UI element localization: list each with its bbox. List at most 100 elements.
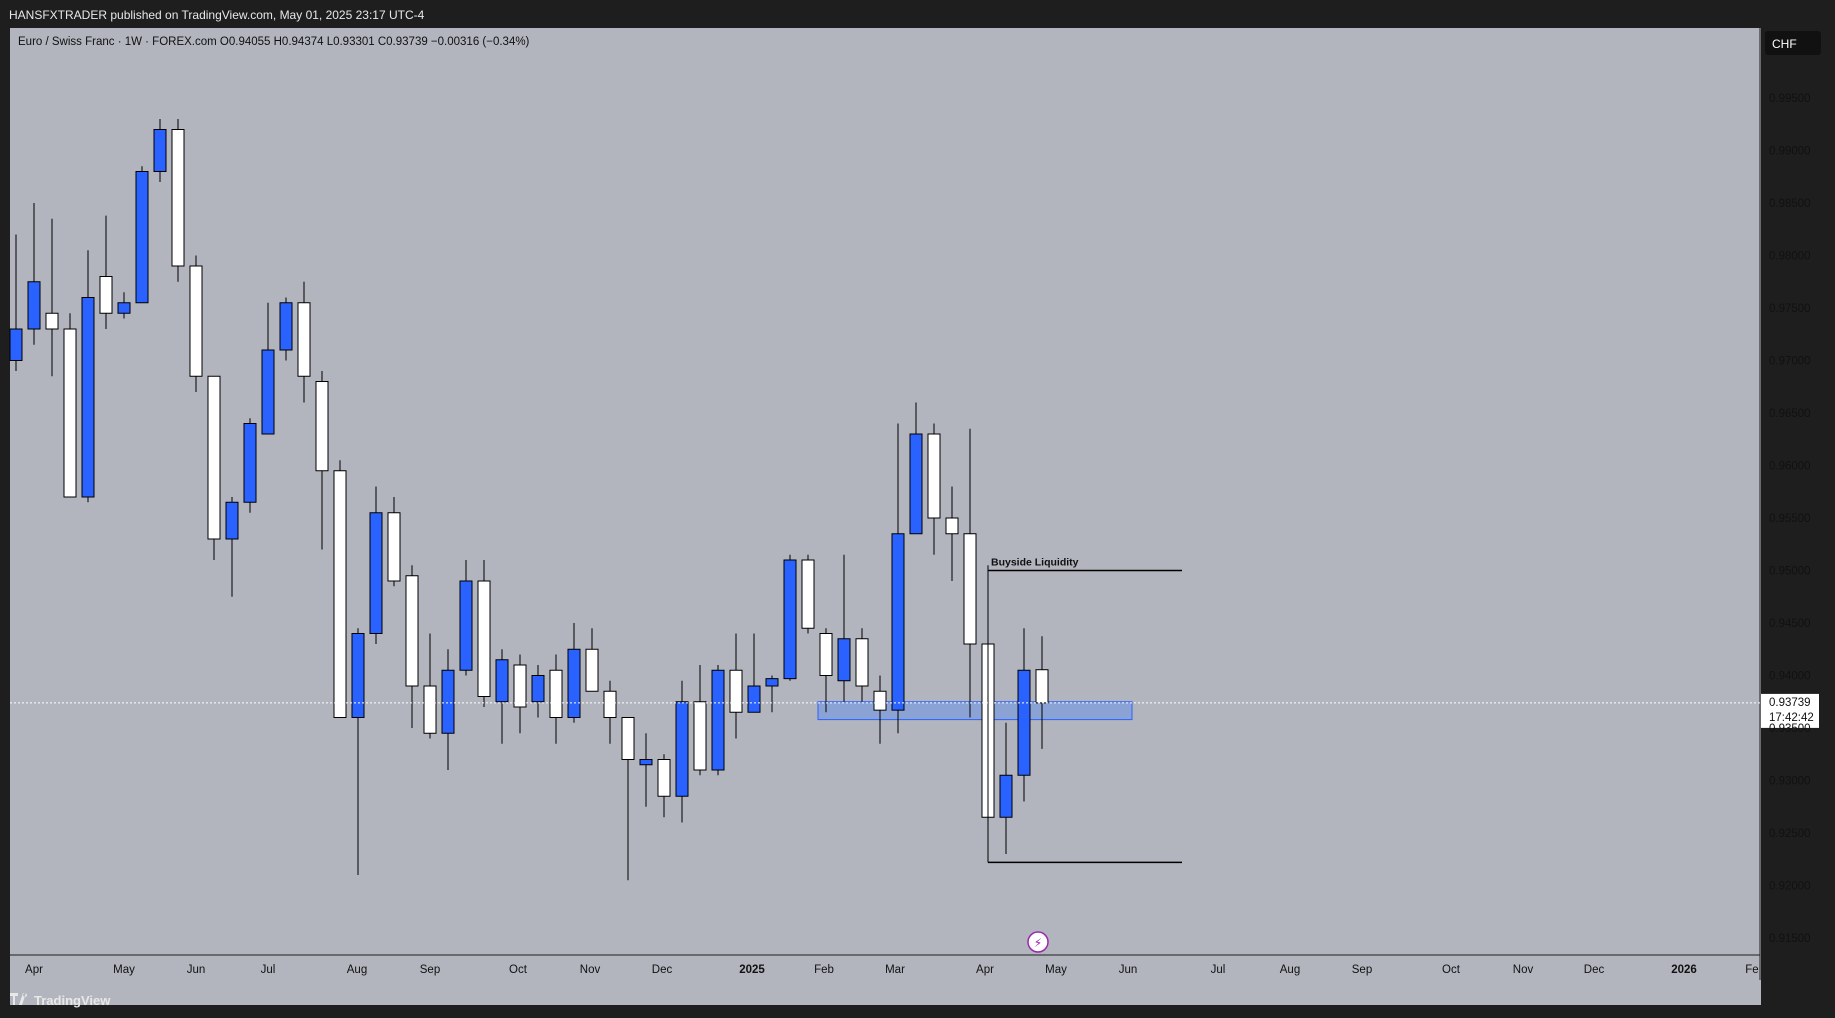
candle-body[interactable] <box>63 328 77 498</box>
candle-body[interactable] <box>873 690 887 711</box>
y-tick-label: 0.95500 <box>1769 513 1811 525</box>
x-tick-label: Feb <box>814 964 834 976</box>
candle-body[interactable] <box>315 381 329 472</box>
x-tick-label: 2025 <box>739 964 765 976</box>
candle-body[interactable] <box>783 559 797 680</box>
candle-body[interactable] <box>693 701 707 771</box>
candle-body[interactable] <box>639 759 653 766</box>
time-zone-button[interactable]: ⚡ <box>1027 931 1049 953</box>
candle-body[interactable] <box>567 648 581 718</box>
x-tick-label: Oct <box>509 964 528 976</box>
candle-body[interactable] <box>891 533 905 711</box>
candle-body[interactable] <box>153 129 167 172</box>
candle-body[interactable] <box>45 312 59 330</box>
candle-body[interactable] <box>405 575 419 687</box>
x-tick-label: Sep <box>1352 964 1372 976</box>
candle-body[interactable] <box>171 129 185 267</box>
lightning-icon[interactable] <box>1027 931 1049 953</box>
x-tick-label: Nov <box>1513 964 1534 976</box>
x-tick-label: Dec <box>652 964 673 976</box>
candle-body[interactable] <box>549 669 563 718</box>
candle-body[interactable] <box>135 171 149 304</box>
candle-body[interactable] <box>909 433 923 535</box>
x-tick-label: May <box>1045 964 1067 976</box>
candle-body[interactable] <box>801 559 815 629</box>
candle-body[interactable] <box>999 774 1013 818</box>
chart-background <box>10 28 1761 1005</box>
publisher-text: HANSFXTRADER published on TradingView.co… <box>9 8 425 22</box>
candle-body[interactable] <box>927 433 941 519</box>
candle-body[interactable] <box>9 328 23 361</box>
candle-body[interactable] <box>333 470 347 718</box>
x-tick-label: Jul <box>1211 964 1226 976</box>
y-tick-label: 0.93000 <box>1769 776 1811 788</box>
candle-body[interactable] <box>657 759 671 797</box>
candle-body[interactable] <box>351 633 365 718</box>
y-tick-label: 0.99000 <box>1769 146 1811 158</box>
candle-body[interactable] <box>99 276 113 314</box>
x-tick-label: 2026 <box>1671 964 1697 976</box>
y-tick-label: 0.98000 <box>1769 251 1811 263</box>
tradingview-logo-icon <box>10 993 30 1008</box>
candle-body[interactable] <box>117 302 131 314</box>
candle-body[interactable] <box>207 375 221 540</box>
candle-body[interactable] <box>963 533 977 645</box>
candle-body[interactable] <box>837 638 851 682</box>
y-tick-label: 0.94500 <box>1769 618 1811 630</box>
currency-button[interactable] <box>1765 31 1821 55</box>
x-tick-label: Jun <box>1119 964 1138 976</box>
candle-body[interactable] <box>495 659 509 703</box>
bar-countdown-label: 17:42:42 <box>1769 712 1814 724</box>
x-tick-label: Jul <box>261 964 276 976</box>
y-tick-label: 0.98500 <box>1769 198 1811 210</box>
candle-body[interactable] <box>477 580 491 697</box>
x-tick-label: May <box>113 964 135 976</box>
candle-body[interactable] <box>441 669 455 734</box>
candle-body[interactable] <box>1035 669 1049 704</box>
candle-body[interactable] <box>279 302 293 351</box>
y-tick-label: 0.97500 <box>1769 303 1811 315</box>
x-tick-label: Jun <box>187 964 206 976</box>
y-tick-label: 0.97000 <box>1769 356 1811 368</box>
candle-body[interactable] <box>711 669 725 771</box>
candle-body[interactable] <box>297 302 311 377</box>
x-tick-label: Apr <box>976 964 994 976</box>
candle-body[interactable] <box>243 423 257 503</box>
candle-body[interactable] <box>531 675 545 703</box>
candle-body[interactable] <box>387 512 401 582</box>
candle-body[interactable] <box>603 690 617 718</box>
currency-label: CHF <box>1772 37 1797 51</box>
candle-body[interactable] <box>459 580 473 671</box>
candle-body[interactable] <box>675 701 689 797</box>
candle-body[interactable] <box>819 633 833 676</box>
candle-body[interactable] <box>765 678 779 687</box>
candle-body[interactable] <box>423 685 437 734</box>
x-tick-label: Fe <box>1745 964 1758 976</box>
candle-body[interactable] <box>747 685 761 713</box>
candle-body[interactable] <box>585 648 599 692</box>
candle-body[interactable] <box>513 664 527 708</box>
candle-body[interactable] <box>621 717 635 760</box>
y-tick-label: 0.96000 <box>1769 461 1811 473</box>
y-tick-label: 0.99500 <box>1769 93 1811 105</box>
candle-body[interactable] <box>369 512 383 634</box>
candle-body[interactable] <box>855 638 869 687</box>
candle-body[interactable] <box>261 349 275 435</box>
candle-body[interactable] <box>729 669 743 713</box>
current-price-label: 0.93739 <box>1769 697 1811 709</box>
candle-body[interactable] <box>225 501 239 540</box>
candle-body[interactable] <box>189 265 203 377</box>
y-tick-label: 0.93500 <box>1769 723 1811 735</box>
demand-zone[interactable] <box>817 701 1133 721</box>
candle-body[interactable] <box>945 517 959 535</box>
y-tick-label: 0.95000 <box>1769 566 1811 578</box>
y-tick-label: 0.94000 <box>1769 671 1811 683</box>
symbol-legend[interactable]: Euro / Swiss Franc · 1W · FOREX.com O0.9… <box>18 36 530 48</box>
y-tick-label: 0.92500 <box>1769 828 1811 840</box>
candle-body[interactable] <box>27 281 41 330</box>
candle-body[interactable] <box>1017 669 1031 776</box>
candle-body[interactable] <box>81 297 95 498</box>
x-tick-label: Oct <box>1442 964 1461 976</box>
x-tick-label: Sep <box>420 964 440 976</box>
